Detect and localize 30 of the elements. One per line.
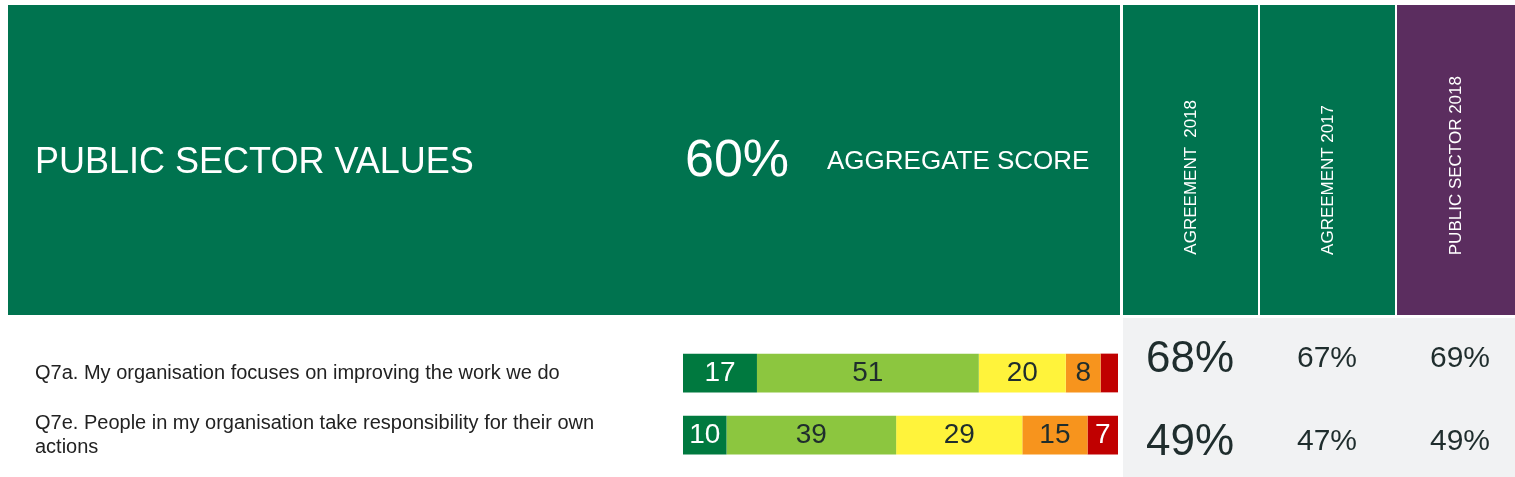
data-label: 15 [1039,417,1071,449]
text: 47% [1296,423,1358,456]
text: AGREEMENT 2017 [1317,105,1337,255]
text: AGREEMENT 2018 [1180,100,1200,255]
data-label: 39 [795,417,827,449]
y-tick-label: Q7e. People in my organisation take responsibility for their own actions [35,410,595,457]
bar [978,353,1066,393]
text: 60% [685,129,790,187]
text: 49% [1145,415,1235,464]
text: 69% [1429,340,1491,373]
data-label: 10 [689,417,721,449]
bar [683,353,757,393]
bar [896,415,1023,455]
text: 68% [1145,332,1235,381]
data-label: 51 [852,355,884,387]
text: PUBLIC SECTOR VALUES [35,140,474,181]
data-label: 8 [1075,355,1091,387]
y-tick-label: Q7a. My organisation focuses on improving the work we do [35,360,560,383]
text: 67% [1296,340,1358,373]
text: PUBLIC SECTOR 2018 [1446,75,1465,255]
bar [1022,415,1088,455]
data-label: 17 [704,355,736,387]
data-label: 20 [1006,355,1038,387]
bar [756,353,979,393]
bar [1100,353,1118,393]
text: 49% [1429,423,1491,456]
bar [726,415,897,455]
data-label: 7 [1094,417,1111,449]
text: AGGREGATE SCORE [827,145,1090,175]
data-label: 29 [943,417,975,449]
